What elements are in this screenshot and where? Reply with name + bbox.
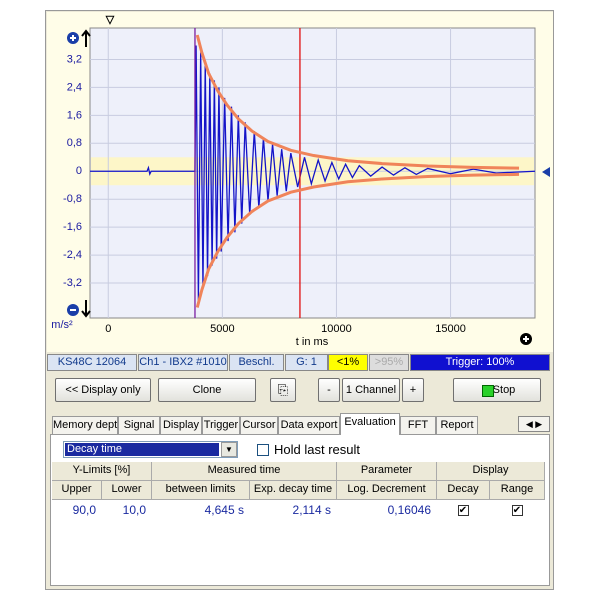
table-cell: 10,0 xyxy=(122,503,146,517)
column-header: Range xyxy=(490,481,545,500)
x-tick-label: 5000 xyxy=(210,323,234,335)
status-field: KS48C 12064 xyxy=(47,354,137,371)
table-cell: 4,645 s xyxy=(204,503,244,517)
button[interactable]: 1 Channel xyxy=(342,378,400,402)
table-cell: 90,0 xyxy=(72,503,96,517)
trigger-marker: ▽ xyxy=(105,14,115,26)
tab[interactable]: Data export xyxy=(278,416,340,434)
table-checkbox[interactable]: ✔ xyxy=(511,505,523,516)
status-field: Beschl. xyxy=(229,354,284,371)
button[interactable]: << Display only xyxy=(55,378,151,402)
x-tick-label: 15000 xyxy=(435,323,466,335)
y-tick-label: -0,8 xyxy=(63,193,82,205)
dropdown-value: Decay time xyxy=(65,443,219,456)
checkbox-label: Hold last result xyxy=(274,442,360,457)
tab[interactable]: FFT xyxy=(400,416,436,434)
copy-button[interactable]: ⎘ xyxy=(270,378,296,402)
group-header: Display xyxy=(437,462,545,481)
checkbox[interactable] xyxy=(257,444,269,456)
status-field: Trigger: 100% xyxy=(410,354,550,371)
button[interactable]: - xyxy=(318,378,340,402)
button[interactable]: Clone xyxy=(158,378,256,402)
dropdown-arrow[interactable]: ▼ xyxy=(221,442,237,457)
y-tick-label: 0,8 xyxy=(67,137,82,149)
scroll-arrows[interactable] xyxy=(81,29,91,318)
x-tick-label: 10000 xyxy=(321,323,352,335)
plot: ▽ m/s² t in ms 3,2 2,4 1,6 0,8 0 -0,8 -1,6 -2,4… xyxy=(47,12,553,352)
button[interactable]: + xyxy=(402,378,424,402)
tab[interactable]: Report xyxy=(436,416,478,434)
tab[interactable]: Memory depth xyxy=(52,416,123,434)
y-tick-label: -1,6 xyxy=(63,221,82,233)
group-header: Measured time xyxy=(152,462,337,481)
column-header: Exp. decay time xyxy=(250,481,337,500)
group-header: Parameter xyxy=(337,462,437,481)
tab[interactable]: Evaluation xyxy=(340,413,400,435)
add-icon xyxy=(523,336,529,342)
table-checkbox[interactable]: ✔ xyxy=(457,505,469,516)
group-header: Y-Limits [%] xyxy=(52,462,152,481)
envelope-line xyxy=(195,34,520,170)
tab[interactable]: Display xyxy=(160,416,202,434)
level-marker[interactable] xyxy=(542,167,550,177)
y-tick-label: 0 xyxy=(76,165,82,177)
y-tick-label: 1,6 xyxy=(67,109,82,121)
column-header: Decay xyxy=(437,481,490,500)
y-unit: m/s² xyxy=(51,319,73,331)
stop-icon xyxy=(482,385,494,397)
tab[interactable]: Trigger xyxy=(202,416,240,434)
tab-scroll[interactable]: ◀ ▶ xyxy=(518,416,550,432)
y-tick-label: -3,2 xyxy=(63,277,82,289)
status-field: <1% xyxy=(328,354,368,371)
column-header: Upper xyxy=(52,481,102,500)
column-header: between limits xyxy=(152,481,250,500)
x-tick-label: 0 xyxy=(105,323,111,335)
column-header: Lower xyxy=(102,481,152,500)
status-field: G: 1 xyxy=(285,354,328,371)
table-cell: 0,16046 xyxy=(387,503,431,517)
y-tick-label: -2,4 xyxy=(63,249,82,261)
y-tick-label: 3,2 xyxy=(67,53,82,65)
button[interactable]: Stop xyxy=(453,378,541,402)
x-axis-label: t in ms xyxy=(296,336,329,348)
column-header: Log. Decrement xyxy=(337,481,437,500)
tab[interactable]: Signal xyxy=(118,416,160,434)
table-cell: 2,114 s xyxy=(292,503,331,517)
zoom-in-icon xyxy=(70,35,76,41)
tab[interactable]: Cursor xyxy=(240,416,278,434)
y-tick-label: 2,4 xyxy=(67,81,82,93)
envelope-line xyxy=(195,172,520,308)
status-field: Ch1 - IBX2 #1010 xyxy=(138,354,228,371)
status-field: >95% xyxy=(369,354,409,371)
